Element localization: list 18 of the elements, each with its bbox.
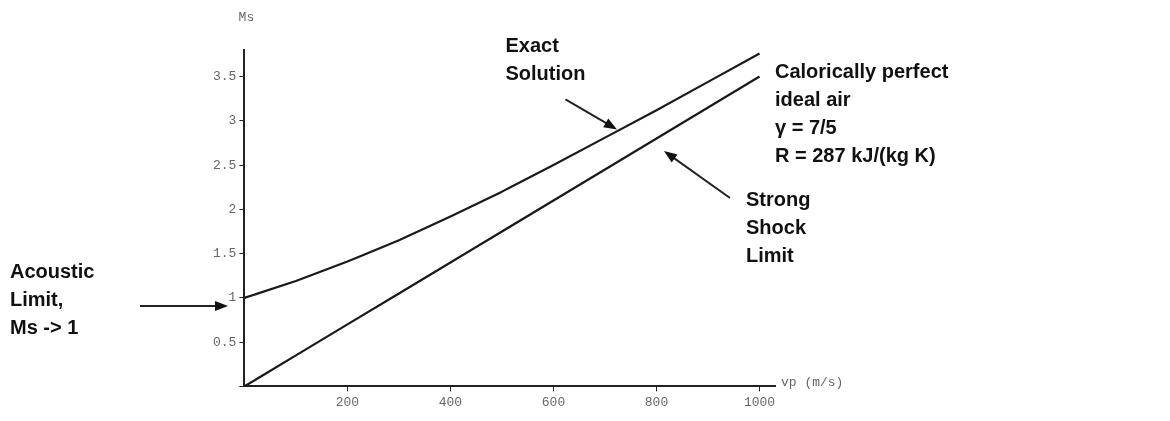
y-tick-label: 2.5 xyxy=(213,157,237,173)
x-tick-label: 600 xyxy=(541,394,566,410)
annotation: Strong Shock Limit xyxy=(746,187,811,266)
y-tick-label: 0.5 xyxy=(213,334,237,350)
y-tick-label: 1.5 xyxy=(213,246,237,262)
x-tick-label: 200 xyxy=(335,394,360,410)
y-tick-label: 1 xyxy=(228,290,237,306)
x-tick-label: 800 xyxy=(644,394,669,410)
y-tick-label: 2 xyxy=(228,201,237,217)
y-tick-label: 3.5 xyxy=(213,69,237,84)
x-axis-title: vp (m/s) xyxy=(781,374,844,390)
y-tick-label: 3 xyxy=(228,113,237,129)
text: Calorically perfect ideal air γ = 7/5 R = 287 kJ/(kg K) xyxy=(775,59,949,166)
x-tick-label: 400 xyxy=(438,394,463,410)
y-axis-title: Ms xyxy=(238,10,255,26)
annotation: Exact Solution xyxy=(505,33,586,84)
text: Acoustic Limit, Ms -> 1 xyxy=(10,259,95,338)
x-tick-label: 1000 xyxy=(743,394,776,410)
